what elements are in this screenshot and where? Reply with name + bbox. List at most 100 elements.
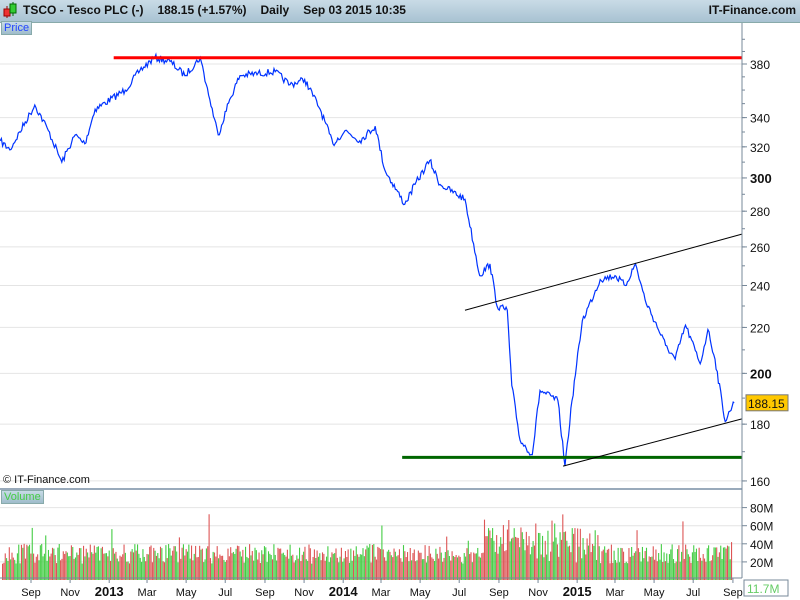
- volume-bar: [2, 563, 4, 580]
- volume-bar: [74, 557, 76, 580]
- volume-bar: [355, 546, 357, 580]
- volume-bar: [215, 556, 217, 580]
- volume-bar: [546, 554, 548, 580]
- volume-bar: [226, 560, 228, 580]
- lower-channel-trendline[interactable]: [562, 418, 743, 467]
- volume-bar: [18, 544, 20, 580]
- title-info: TSCO - Tesco PLC (-) 188.15 (+1.57%) Dai…: [23, 3, 406, 17]
- volume-bar: [141, 561, 143, 580]
- volume-bar: [289, 544, 291, 580]
- volume-bar: [346, 556, 348, 580]
- volume-bar: [19, 563, 21, 580]
- volume-bar: [128, 563, 130, 580]
- volume-bar: [474, 553, 476, 580]
- volume-bar: [269, 553, 271, 580]
- volume-bar: [469, 554, 471, 580]
- volume-bar: [250, 555, 252, 580]
- volume-bar: [485, 536, 487, 580]
- volume-bar: [614, 560, 616, 580]
- volume-bar: [61, 558, 63, 580]
- volume-bar: [103, 553, 105, 580]
- upper-channel-trendline[interactable]: [464, 233, 743, 311]
- volume-bar: [37, 554, 39, 580]
- volume-bar: [378, 547, 380, 580]
- volume-bar: [496, 535, 498, 580]
- volume-bar: [157, 553, 159, 580]
- volume-bar: [77, 554, 79, 580]
- volume-bar: [162, 561, 164, 580]
- volume-bar: [312, 556, 314, 580]
- volume-bar: [270, 554, 272, 580]
- volume-bar: [172, 550, 174, 580]
- volume-bar: [520, 527, 522, 580]
- volume-bar: [570, 552, 572, 580]
- volume-bar: [567, 546, 569, 580]
- volume-bar: [218, 558, 220, 580]
- volume-bar: [213, 552, 216, 580]
- volume-bar: [428, 545, 430, 580]
- volume-bar: [535, 523, 537, 580]
- period: Daily: [260, 3, 290, 17]
- volume-bar: [100, 548, 102, 580]
- volume-bar: [236, 545, 238, 580]
- volume-bar: [655, 549, 657, 580]
- price-panel-tab[interactable]: Price: [1, 21, 33, 35]
- volume-bar: [85, 548, 87, 580]
- volume-bars: [2, 514, 733, 580]
- volume-bar: [470, 552, 472, 580]
- volume-bar: [536, 558, 538, 580]
- volume-bar: [604, 546, 606, 580]
- volume-bar: [662, 562, 664, 580]
- volume-bar: [88, 557, 90, 580]
- volume-bar: [336, 557, 338, 580]
- volume-bar: [45, 535, 47, 580]
- volume-bar: [64, 553, 66, 580]
- volume-bar: [497, 553, 499, 580]
- volume-bar: [486, 536, 488, 580]
- volume-bar: [419, 552, 421, 580]
- volume-bar: [695, 548, 697, 580]
- last-quote: 188.15 (+1.57%): [157, 3, 247, 17]
- volume-bar: [629, 556, 631, 580]
- y-tick-label: 220: [750, 321, 770, 335]
- volume-bar: [674, 563, 676, 580]
- volume-bar: [101, 546, 103, 580]
- volume-bar: [506, 529, 508, 580]
- volume-bar: [60, 560, 62, 580]
- volume-bar: [393, 548, 395, 580]
- volume-panel-tab[interactable]: Volume: [1, 490, 44, 504]
- volume-bar: [143, 556, 145, 580]
- volume-bar: [448, 556, 450, 580]
- volume-bar: [114, 553, 116, 580]
- volume-bar: [174, 546, 176, 580]
- volume-bar: [578, 546, 580, 580]
- volume-bar: [72, 547, 74, 580]
- volume-tick-label: 20M: [750, 556, 773, 570]
- volume-bar: [265, 547, 267, 580]
- volume-bar: [3, 562, 5, 580]
- volume-bar: [177, 562, 179, 580]
- volume-bar: [640, 561, 642, 580]
- volume-bar: [127, 561, 129, 580]
- volume-bar: [712, 555, 714, 580]
- volume-bar: [50, 553, 52, 580]
- volume-bar: [62, 551, 64, 580]
- volume-bar: [70, 545, 72, 580]
- volume-bar: [124, 552, 126, 580]
- x-tick-label: Jul: [218, 587, 232, 599]
- volume-bar: [42, 556, 44, 580]
- volume-bar: [155, 555, 157, 580]
- volume-bar: [39, 545, 41, 580]
- volume-bar: [416, 560, 418, 580]
- volume-bar: [134, 544, 136, 580]
- volume-bar: [272, 559, 274, 580]
- volume-bar: [516, 537, 518, 580]
- volume-bar: [720, 545, 722, 580]
- volume-bar: [235, 548, 237, 580]
- volume-bar: [434, 560, 436, 580]
- volume-bar: [201, 548, 203, 580]
- volume-bar: [276, 560, 278, 580]
- volume-bar: [254, 547, 256, 580]
- volume-bar: [138, 553, 140, 580]
